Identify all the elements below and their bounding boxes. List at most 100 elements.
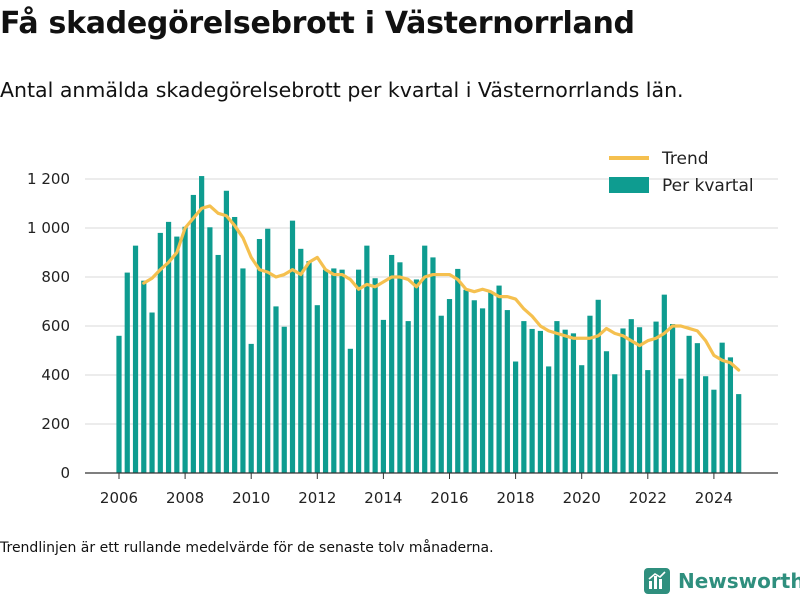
y-tick-label: 200	[41, 415, 70, 433]
bar	[141, 280, 147, 473]
newsworthy-logo-icon	[644, 568, 670, 594]
bar	[240, 268, 246, 473]
newsworthy-brand: Newsworthy	[644, 568, 800, 594]
bar	[215, 254, 221, 473]
bar	[628, 319, 634, 473]
bar	[314, 305, 320, 473]
bar	[669, 324, 676, 473]
bar	[603, 351, 610, 474]
x-tick-label: 2018	[497, 489, 535, 507]
x-tick-label: 2014	[364, 489, 402, 507]
bar	[595, 299, 601, 473]
bar	[331, 268, 337, 473]
bar	[265, 228, 271, 473]
bar	[612, 374, 618, 473]
bar	[719, 342, 725, 473]
bar	[306, 261, 312, 473]
bar	[347, 348, 353, 473]
bar	[397, 262, 403, 473]
bar	[289, 220, 296, 473]
bar	[174, 236, 180, 473]
legend-bar-swatch	[609, 177, 649, 193]
bar	[546, 366, 552, 474]
bar	[488, 292, 494, 473]
bar	[653, 321, 659, 473]
bar	[661, 294, 667, 473]
trend-line	[142, 204, 741, 372]
bar	[223, 190, 230, 473]
y-tick-label: 1 000	[27, 219, 70, 237]
bar	[273, 306, 279, 473]
bar	[182, 226, 188, 473]
bar	[587, 315, 593, 473]
bar	[248, 343, 254, 473]
bar	[190, 194, 196, 473]
bar	[636, 327, 643, 474]
bar	[199, 176, 205, 473]
bar	[479, 308, 486, 473]
bar	[116, 335, 122, 473]
bar	[413, 279, 420, 473]
bar	[471, 300, 477, 473]
brand-name: Newsworthy	[678, 569, 800, 593]
legend-bar-label: Per kvartal	[662, 176, 754, 196]
bar	[694, 343, 700, 473]
bar	[165, 221, 172, 474]
legend-trend-label: Trend	[661, 149, 709, 169]
footnote: Trendlinjen är ett rullande medelvärde f…	[0, 540, 494, 556]
y-tick-label: 600	[41, 317, 70, 335]
x-tick-label: 2012	[298, 489, 336, 507]
bar	[364, 245, 370, 473]
y-tick-label: 1 200	[27, 170, 70, 188]
bar	[372, 278, 378, 474]
chart-area: 0 200 400 600 800 1 000 1 200 2006 2008 2010 2012 2…	[27, 149, 778, 507]
bar	[356, 269, 362, 473]
bar	[504, 310, 510, 473]
y-tick-label: 0	[60, 464, 70, 482]
x-tick-label: 2020	[563, 489, 601, 507]
bar	[736, 394, 742, 473]
bar	[521, 321, 527, 473]
bar	[537, 330, 543, 473]
x-tick-label: 2010	[232, 489, 270, 507]
x-tick-label: 2008	[166, 489, 204, 507]
bar	[513, 361, 519, 473]
bar	[529, 328, 535, 473]
bar	[562, 329, 568, 473]
bar	[703, 376, 709, 473]
bar	[554, 321, 560, 473]
x-tick-label: 2016	[430, 489, 468, 507]
bar	[380, 319, 386, 474]
bar	[455, 268, 461, 473]
bar	[298, 248, 304, 473]
bar	[711, 389, 717, 473]
bar	[496, 285, 502, 473]
bar	[339, 269, 345, 473]
bar	[132, 245, 139, 473]
bar	[686, 335, 692, 473]
bar	[124, 272, 130, 473]
bar	[645, 370, 651, 473]
bar	[405, 321, 411, 473]
x-tick-label: 2022	[629, 489, 667, 507]
chart-subtitle: Antal anmälda skadegörelsebrott per kvar…	[0, 78, 684, 102]
bar	[256, 239, 263, 473]
bar	[446, 299, 453, 473]
bar	[430, 257, 436, 473]
x-tick-label: 2006	[100, 489, 138, 507]
y-tick-label: 800	[41, 268, 70, 286]
bar	[157, 232, 163, 473]
chart-title: Få skadegörelsebrott i Västernorrland	[0, 6, 635, 41]
bar	[422, 245, 428, 473]
bar	[207, 227, 213, 473]
bar	[149, 312, 155, 473]
bar	[281, 326, 287, 473]
bar	[620, 328, 626, 473]
bar	[678, 378, 684, 474]
bar	[463, 289, 469, 473]
bar	[232, 216, 238, 474]
bar	[322, 269, 329, 473]
x-tick-label: 2024	[695, 489, 733, 507]
bar	[438, 315, 444, 473]
y-tick-label: 400	[41, 366, 70, 384]
